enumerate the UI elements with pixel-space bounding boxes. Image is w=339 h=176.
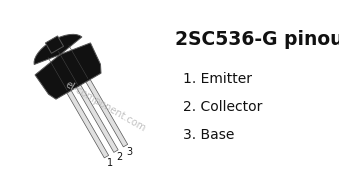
Text: el-component.com: el-component.com: [64, 79, 148, 133]
Polygon shape: [76, 85, 118, 152]
Text: 1: 1: [107, 158, 113, 168]
Text: 2SC536-G pinout: 2SC536-G pinout: [175, 30, 339, 49]
Text: 1. Emitter: 1. Emitter: [183, 72, 252, 86]
Text: 2. Collector: 2. Collector: [183, 100, 262, 114]
Polygon shape: [86, 79, 128, 147]
Polygon shape: [45, 36, 63, 53]
Polygon shape: [34, 34, 101, 99]
Text: 3. Base: 3. Base: [183, 128, 234, 142]
Polygon shape: [67, 90, 108, 158]
Text: 3: 3: [126, 147, 132, 157]
Text: 2: 2: [116, 152, 123, 162]
